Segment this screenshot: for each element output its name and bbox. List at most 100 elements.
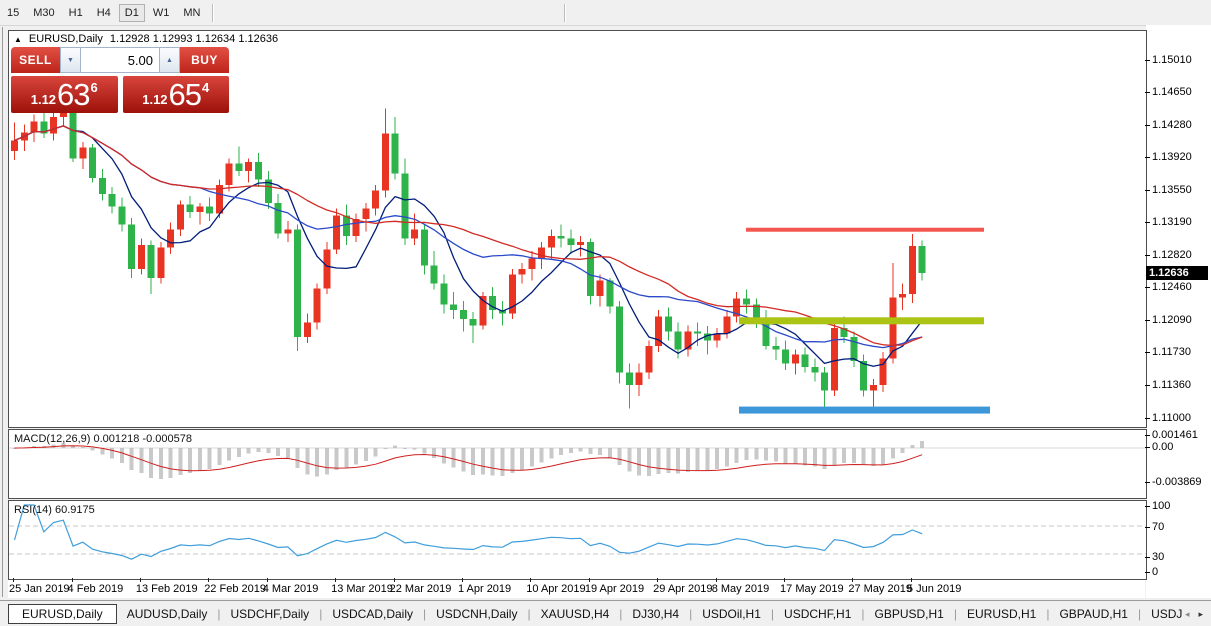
tab-scroll-right-icon[interactable]: ▸: [1198, 608, 1203, 619]
price-axis-label: 1.13190: [1145, 216, 1192, 229]
date-axis-tick: [335, 578, 337, 582]
volume-decrease-button[interactable]: ▼: [60, 47, 81, 73]
chart-header: ▲ EURUSD,Daily 1.12928 1.12993 1.12634 1…: [14, 33, 278, 45]
price-axis-label: 1.15010: [1145, 53, 1192, 66]
tab-separator: |: [619, 606, 623, 621]
chart-tab-bar: EURUSD,Daily AUDUSD,Daily | USDCHF,Daily | US…: [0, 600, 1211, 626]
macd-canvas: [9, 440, 1146, 480]
chevron-down-icon: ▼: [67, 56, 74, 64]
date-axis-label: 22 Feb 2019: [204, 583, 266, 595]
candles-group: [11, 106, 926, 413]
price-axis-label: 1.13920: [1145, 151, 1192, 164]
macd-label: MACD(12,26,9) 0.001218 -0.000578: [14, 433, 192, 445]
date-axis-label: 13 Mar 2019: [331, 583, 393, 595]
window-left-border: [2, 27, 3, 597]
collapse-triangle-icon: ▲: [14, 34, 22, 44]
date-axis-tick: [71, 578, 73, 582]
tab-usdoil-h1[interactable]: USDOil,H1: [702, 606, 761, 621]
price-axis-label: 1.11730: [1145, 346, 1191, 359]
tab-audusd-daily[interactable]: AUDUSD,Daily: [126, 606, 208, 621]
date-axis-label: 8 May 2019: [711, 583, 770, 595]
date-axis-tick: [13, 578, 14, 582]
sell-price-prefix: 1.12: [30, 92, 57, 107]
one-click-trading-panel: SELL ▼ ▲ BUY 1.12 63 6 1.12 65 4: [11, 47, 229, 113]
price-axis-label: 1.12090: [1145, 313, 1192, 326]
candlestick-chart-canvas[interactable]: [9, 31, 1146, 427]
timeframe-m30[interactable]: M30: [33, 6, 55, 19]
sell-price-panel[interactable]: 1.12 63 6: [11, 76, 118, 113]
horizontal-line-support-mid[interactable]: [739, 317, 984, 325]
date-axis-label: 1 Apr 2019: [457, 583, 512, 595]
tab-usdchf-daily[interactable]: USDCHF,Daily: [230, 606, 310, 621]
date-axis-label: 13 Feb 2019: [135, 583, 198, 595]
tab-gbpaud-h1[interactable]: GBPAUD,H1: [1059, 606, 1128, 621]
rsi-axis-label: 30: [1144, 551, 1165, 563]
toolbar-separator: [564, 3, 566, 22]
timeframe-h1[interactable]: H1: [68, 6, 83, 19]
timeframe-d1[interactable]: D1: [118, 3, 145, 22]
sell-price-pip: 6: [90, 79, 98, 95]
tab-usdjp[interactable]: USDJP: [1151, 606, 1191, 621]
tab-usdchf-h1[interactable]: USDCHF,H1: [784, 606, 852, 621]
date-axis-label: 5 Jun 2019: [906, 583, 962, 595]
price-axis-label: 1.11000: [1145, 411, 1191, 424]
rsi-axis-label: 100: [1144, 500, 1171, 512]
tab-usdcad-daily[interactable]: USDCAD,Daily: [332, 606, 413, 621]
tab-separator: |: [689, 606, 693, 621]
date-axis-label: 4 Mar 2019: [262, 583, 319, 595]
timeframe-mn[interactable]: MN: [183, 6, 201, 19]
timeframe-buttons: 15 M30 H1 H4 D1 W1 MN: [0, 3, 207, 22]
buy-button[interactable]: BUY: [180, 47, 229, 73]
macd-signal-line: [14, 445, 923, 472]
tab-usdcnh-daily[interactable]: USDCNH,Daily: [436, 606, 518, 621]
date-axis-label: 22 Mar 2019: [389, 583, 452, 595]
timeframe-h4[interactable]: H4: [96, 6, 111, 19]
tab-eurusd-h1[interactable]: EURUSD,H1: [966, 606, 1037, 621]
timeframe-w1[interactable]: W1: [152, 6, 170, 19]
tab-eurusd-daily[interactable]: EURUSD,Daily: [8, 603, 117, 624]
tab-scroll-left-icon[interactable]: ◂: [1184, 608, 1190, 619]
tab-xauusd-h4[interactable]: XAUUSD,H4: [540, 606, 610, 621]
tab-separator: |: [319, 606, 323, 621]
rsi-line: [13, 504, 923, 560]
date-axis-tick: [784, 578, 786, 582]
sell-button[interactable]: SELL: [11, 47, 60, 73]
date-axis-row: [8, 579, 1145, 598]
price-axis-column: [1146, 25, 1211, 598]
rsi-label: RSI(14) 60.9175: [14, 504, 95, 516]
chart-tabs: EURUSD,Daily AUDUSD,Daily | USDCHF,Daily | US…: [8, 603, 1200, 624]
horizontal-line-support-low[interactable]: [739, 406, 990, 414]
ohlc-values: 1.12928 1.12993 1.12634 1.12636: [109, 33, 279, 45]
rsi-axis-label: 0: [1144, 566, 1159, 578]
date-axis-tick: [139, 578, 141, 582]
rsi-axis-label: 70: [1144, 521, 1165, 533]
date-axis-tick: [461, 578, 463, 582]
ma-line-30: [14, 125, 923, 347]
date-axis-label: 10 Apr 2019: [526, 583, 586, 595]
tab-separator: |: [527, 606, 531, 621]
buy-price-panel[interactable]: 1.12 65 4: [122, 76, 229, 113]
buy-price-pip: 4: [202, 79, 210, 95]
date-axis-tick: [208, 578, 210, 582]
rsi-indicator-pane[interactable]: [8, 500, 1147, 580]
price-axis-label: 1.14280: [1145, 118, 1192, 131]
volume-increase-button[interactable]: ▲: [159, 47, 180, 73]
macd-indicator-pane[interactable]: [8, 429, 1147, 499]
date-axis-tick: [588, 578, 590, 582]
sell-price-big: 63: [57, 77, 90, 112]
price-axis-label: 1.12460: [1145, 281, 1192, 294]
volume-input[interactable]: [81, 47, 159, 73]
volume-spinner: ▼ ▲: [60, 47, 180, 73]
date-axis-label: 25 Jan 2019: [9, 583, 70, 595]
tab-scroll-controls: ◂ ▸: [1181, 601, 1206, 626]
tab-dj30-h4[interactable]: DJ30,H4: [632, 606, 680, 621]
tab-gbpusd-h1[interactable]: GBPUSD,H1: [874, 606, 944, 621]
price-axis-label: 1.11360: [1145, 379, 1191, 391]
date-axis-tick: [715, 578, 717, 582]
buy-price-big: 65: [168, 77, 202, 112]
toolbar-separator: [212, 3, 214, 22]
horizontal-line-resistance[interactable]: [746, 227, 984, 232]
symbol-label: EURUSD,Daily: [28, 33, 103, 45]
timeframe-15[interactable]: 15: [7, 6, 20, 19]
